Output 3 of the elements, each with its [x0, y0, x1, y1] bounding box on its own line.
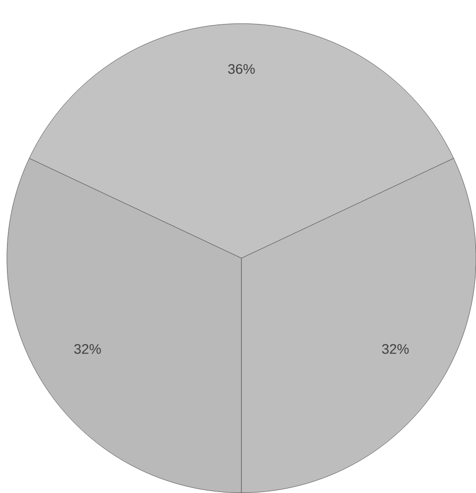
data-label: 36%	[228, 64, 255, 74]
data-label: 32%	[74, 344, 101, 354]
data-label: 32%	[382, 344, 409, 354]
